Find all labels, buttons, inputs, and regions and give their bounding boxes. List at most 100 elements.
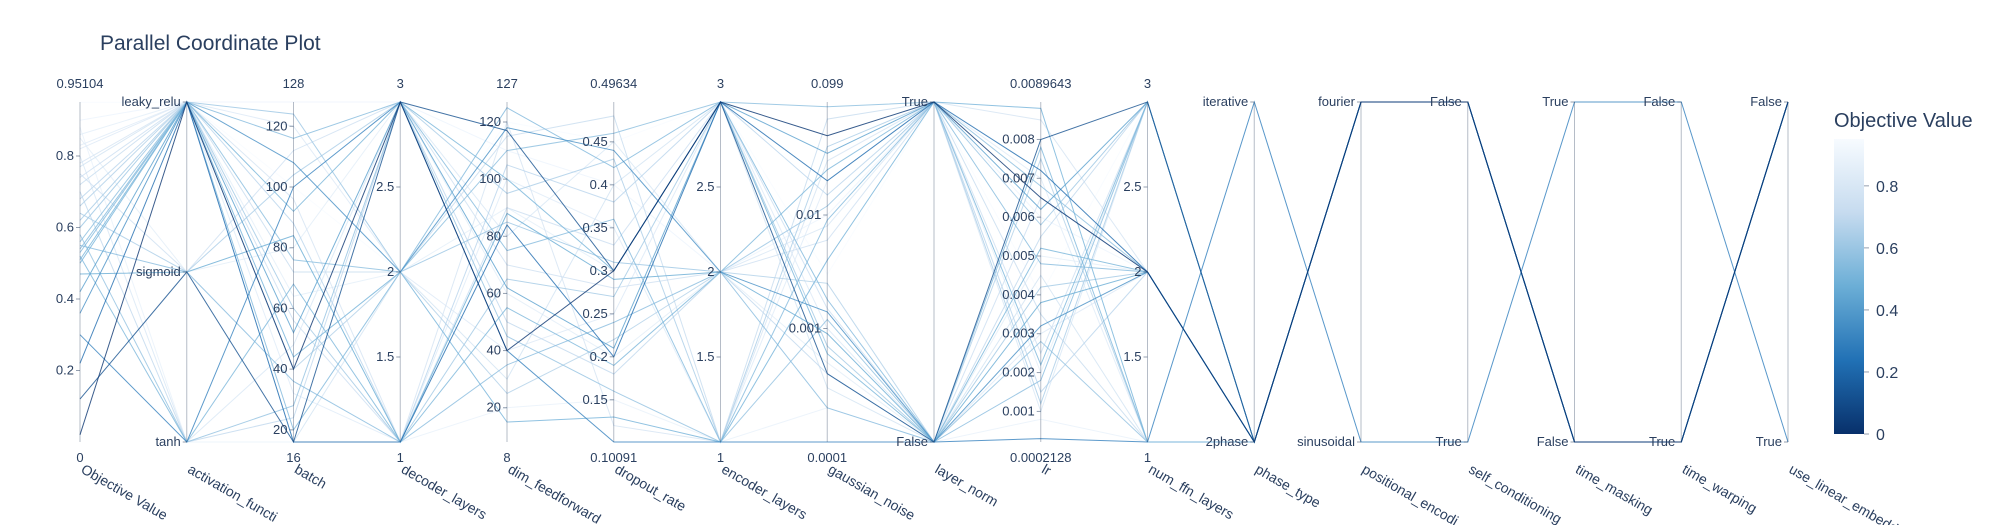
axis-time-masking[interactable]: False True time_masking — [1537, 94, 1656, 518]
category-label: True — [1436, 434, 1462, 449]
axis-dropout-rate[interactable]: 0.15 0.2 0.25 0.3 0.35 0.4 0.45 0.49634 0.10091d… — [582, 76, 689, 514]
axis-layer-norm[interactable]: False True layer_norm — [896, 94, 1001, 510]
tick-label: 120 — [479, 114, 501, 129]
axis-title: time_warping — [1680, 461, 1760, 516]
tick-label: 20 — [487, 400, 501, 415]
category-label: iterative — [1203, 94, 1249, 109]
category-label: False — [1430, 94, 1462, 109]
axis-title: time_masking — [1573, 461, 1656, 518]
tick-label: 2 — [1134, 264, 1141, 279]
axis-max-label: 3 — [397, 76, 404, 91]
tick-label: 0.003 — [1002, 326, 1035, 341]
axis-max-label: 3 — [1144, 76, 1151, 91]
category-label: True — [1542, 94, 1568, 109]
tick-label: 100 — [266, 179, 288, 194]
tick-label: 80 — [487, 228, 501, 243]
category-label: True — [902, 94, 928, 109]
axis-title: activation_functi — [185, 461, 280, 525]
tick-label: 120 — [266, 118, 288, 133]
tick-label: 1.5 — [696, 349, 714, 364]
category-label: True — [1756, 434, 1782, 449]
tick-label: 0.007 — [1002, 170, 1035, 185]
axis-min-label: 1 — [1144, 450, 1151, 465]
axis-title: num_ffn_layers — [1146, 461, 1237, 523]
axis-lr[interactable]: 0.001 0.002 0.003 0.004 0.005 0.006 0.007 0.008… — [1002, 76, 1071, 479]
colorbar-gradient — [1834, 139, 1864, 434]
axis-min-label: 1 — [397, 450, 404, 465]
axis-positional-encoding[interactable]: sinusoidal fourier positional_encodi — [1297, 94, 1461, 525]
tick-label: 2.5 — [1123, 179, 1141, 194]
category-label: True — [1649, 434, 1675, 449]
axis-max-label: 128 — [283, 76, 305, 91]
axis-time-warping[interactable]: True False time_warping — [1643, 94, 1759, 516]
tick-label: 1.5 — [376, 349, 394, 364]
category-label: tanh — [155, 434, 180, 449]
axis-min-label: 0.10091 — [590, 450, 637, 465]
tick-label: 60 — [273, 300, 287, 315]
axis-min-label: 8 — [503, 450, 510, 465]
tick-label: 2 — [707, 264, 714, 279]
axis-title: encoder_layers — [719, 461, 810, 523]
tick-label: 0.002 — [1002, 365, 1035, 380]
tick-label: 0.4 — [56, 291, 74, 306]
tick-label: 0.6 — [56, 219, 74, 234]
tick-label: 100 — [479, 171, 501, 186]
tick-label: 40 — [273, 361, 287, 376]
category-label: False — [1643, 94, 1675, 109]
axis-title: dropout_rate — [612, 461, 689, 515]
axis-title: decoder_layers — [399, 461, 490, 523]
tick-label: 1.5 — [1123, 349, 1141, 364]
tick-label: 0.35 — [582, 220, 607, 235]
axis-max-label: 3 — [717, 76, 724, 91]
axis-title: dim_feedforward — [506, 461, 604, 525]
tick-label: 0.001 — [1002, 403, 1035, 418]
axis-self-conditioning[interactable]: True False self_conditioning — [1430, 94, 1565, 525]
tick-label: 0.25 — [582, 306, 607, 321]
category-label: sigmoid — [136, 264, 181, 279]
axis-min-label: 0 — [76, 450, 83, 465]
tick-label: 0.008 — [1002, 131, 1035, 146]
tick-label: 40 — [487, 343, 501, 358]
tick-label: 0.4 — [590, 177, 608, 192]
axis-title: phase_type — [1253, 461, 1324, 511]
colorbar-tick-label: 0.4 — [1876, 303, 1898, 320]
tick-label: 0.006 — [1002, 209, 1035, 224]
axis-title: self_conditioning — [1466, 461, 1564, 525]
axis-max-label: 0.099 — [811, 76, 844, 91]
colorbar-tick-label: 0.6 — [1876, 241, 1898, 258]
colorbar-ticks: 0 0.2 0.4 0.6 0.8 — [1864, 179, 1898, 444]
tick-label: 80 — [273, 240, 287, 255]
axis-title: Objective Value — [79, 461, 171, 523]
axis-max-label: 127 — [496, 76, 518, 91]
axis-title: use_linear_embedd — [1787, 461, 1902, 525]
axis-title: batch — [292, 461, 330, 492]
axis-min-label: 0.0001 — [807, 450, 847, 465]
axis-max-label: 0.49634 — [590, 76, 637, 91]
colorbar-tick-label: 0.2 — [1876, 365, 1898, 382]
colorbar-tick-label: 0 — [1876, 427, 1885, 444]
axis-title: positional_encodi — [1360, 461, 1462, 525]
tick-label: 2.5 — [696, 179, 714, 194]
tick-label: 0.15 — [582, 392, 607, 407]
colorbar-title: Objective Value — [1834, 110, 1973, 132]
tick-label: 2.5 — [376, 179, 394, 194]
category-label: False — [896, 434, 928, 449]
axis-max-label: 0.0089643 — [1010, 76, 1071, 91]
axis-max-label: 0.95104 — [57, 76, 104, 91]
tick-label: 0.3 — [590, 263, 608, 278]
axis-title: gaussian_noise — [826, 461, 918, 524]
category-label: False — [1750, 94, 1782, 109]
tick-label: 2 — [387, 264, 394, 279]
tick-label: 0.45 — [582, 134, 607, 149]
colorbar: Objective Value 0 0.2 0.4 0.6 0.8 — [1834, 110, 1973, 444]
tick-label: 0.01 — [796, 207, 821, 222]
axis-title: layer_norm — [933, 461, 1002, 510]
chart-title: Parallel Coordinate Plot — [100, 32, 321, 55]
tick-label: 20 — [273, 422, 287, 437]
tick-label: 0.005 — [1002, 248, 1035, 263]
category-label: fourier — [1318, 94, 1356, 109]
tick-label: 60 — [487, 285, 501, 300]
category-label: sinusoidal — [1297, 434, 1355, 449]
